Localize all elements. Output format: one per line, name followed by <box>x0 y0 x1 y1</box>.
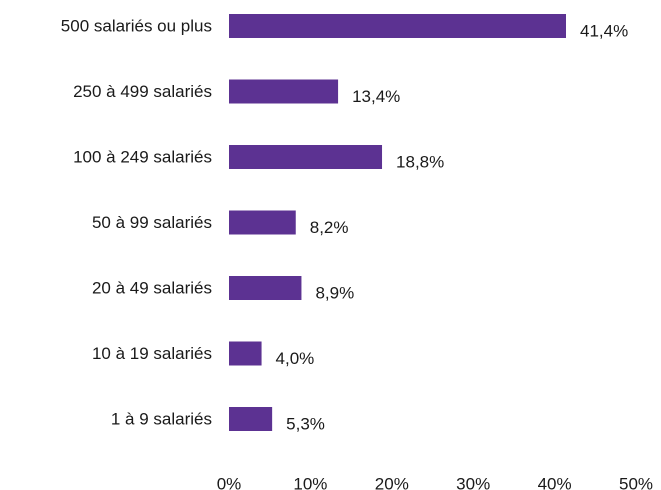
x-tick-label: 0% <box>217 474 242 490</box>
x-tick-label: 30% <box>456 474 490 490</box>
bar <box>229 79 339 104</box>
category-label: 10 à 19 salariés <box>92 344 212 363</box>
value-label: 8,2% <box>310 218 349 237</box>
value-label: 5,3% <box>286 414 325 433</box>
value-label: 13,4% <box>352 87 400 106</box>
bar <box>229 276 302 300</box>
value-label: 18,8% <box>396 152 444 171</box>
bar <box>229 407 273 431</box>
category-label: 500 salariés ou plus <box>61 16 212 35</box>
value-label: 8,9% <box>315 283 354 302</box>
category-label: 20 à 49 salariés <box>92 278 212 297</box>
x-tick-label: 10% <box>293 474 327 490</box>
bar <box>229 145 383 169</box>
bar <box>229 341 262 366</box>
x-tick-label: 50% <box>619 474 653 490</box>
value-label: 4,0% <box>276 349 315 368</box>
x-tick-label: 40% <box>538 474 572 490</box>
category-label: 100 à 249 salariés <box>73 147 212 166</box>
category-label: 50 à 99 salariés <box>92 213 212 232</box>
value-label: 41,4% <box>580 21 628 40</box>
bar <box>229 14 566 38</box>
category-label: 1 à 9 salariés <box>111 409 212 428</box>
category-label: 250 à 499 salariés <box>73 82 212 101</box>
x-tick-label: 20% <box>375 474 409 490</box>
bar <box>229 210 296 235</box>
